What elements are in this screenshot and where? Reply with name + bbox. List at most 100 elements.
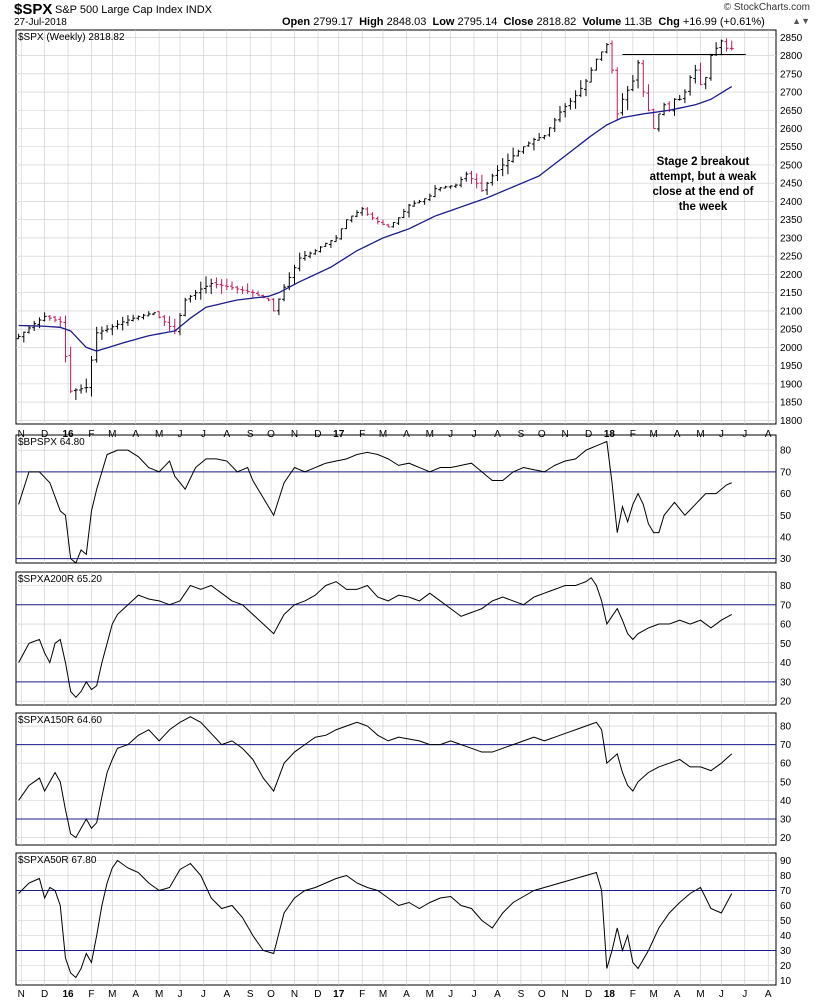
y-tick-label: 40 (780, 796, 792, 807)
y-tick-label: 80 (780, 871, 792, 882)
x-tick-label: M (108, 429, 116, 440)
indicator-line (18, 577, 732, 699)
x-tick-label: O (538, 429, 546, 440)
x-tick-label: F (88, 989, 94, 1000)
y-tick-label: 60 (780, 759, 792, 770)
copyright: © StockCharts.com (723, 2, 810, 13)
x-tick-label: M (379, 989, 387, 1000)
x-tick-label: 16 (62, 989, 74, 1000)
annotation-line: the week (678, 201, 728, 213)
x-tick-label: 17 (333, 989, 345, 1000)
x-tick-label: O (267, 429, 275, 440)
y-tick-label: 30 (780, 946, 792, 957)
y-tick-label: 80 (780, 722, 792, 733)
x-tick-label: J (719, 429, 724, 440)
x-tick-label: O (267, 989, 275, 1000)
y-tick-label: 20 (780, 697, 792, 708)
chg-value: +16.99 (+0.61%) (682, 16, 765, 28)
x-tick-label: M (426, 989, 434, 1000)
x-tick-label: N (562, 429, 569, 440)
x-tick-label: D (585, 429, 592, 440)
x-tick-label: J (201, 429, 206, 440)
open-value: 2799.17 (313, 16, 353, 28)
panel-frame (15, 712, 777, 846)
move-up-icon[interactable]: ▲ (792, 16, 802, 26)
y-tick-label: 30 (780, 814, 792, 825)
y-tick-label: 2700 (780, 88, 803, 99)
x-tick-label: A (674, 429, 681, 440)
x-tick-label: N (291, 429, 298, 440)
x-tick-label: A (765, 429, 772, 440)
x-tick-label: M (696, 989, 704, 1000)
close-label: Close (503, 16, 534, 28)
x-tick-label: 16 (62, 429, 74, 440)
x-tick-label: M (108, 989, 116, 1000)
x-tick-label: D (314, 429, 321, 440)
x-tick-label: M (379, 429, 387, 440)
open-label: Open (282, 16, 311, 28)
y-tick-label: 1850 (780, 398, 803, 409)
x-tick-label: J (472, 989, 477, 1000)
panel-title: $BPSPX 64.80 (18, 437, 85, 448)
x-tick-label: J (719, 989, 724, 1000)
x-tick-label: D (41, 989, 48, 1000)
x-tick-label: F (630, 989, 636, 1000)
y-tick-label: 2300 (780, 233, 803, 244)
high-label: High (359, 16, 384, 28)
x-tick-label: A (674, 989, 681, 1000)
move-down-icon[interactable]: ▼ (801, 16, 810, 26)
y-tick-label: 2550 (780, 142, 803, 153)
y-tick-label: 80 (780, 581, 792, 592)
y-tick-label: 2100 (780, 306, 803, 317)
volume-label: Volume (582, 16, 622, 28)
x-tick-label: J (177, 429, 182, 440)
y-tick-label: 2450 (780, 179, 803, 190)
x-tick-label: J (201, 989, 206, 1000)
x-tick-label: A (494, 989, 501, 1000)
x-tick-label: 17 (333, 429, 345, 440)
ticker-symbol: $SPX (14, 1, 53, 18)
x-tick-label: M (155, 989, 163, 1000)
x-tick-label: F (359, 429, 365, 440)
x-tick-label: A (132, 429, 139, 440)
y-tick-label: 1800 (780, 416, 803, 427)
panel-frame (15, 434, 777, 564)
annotation-line: attempt, but a weak (649, 171, 757, 183)
exchange: INDX (185, 4, 212, 16)
chart-header: $SPX S&P 500 Large Cap Index INDX 27-Jul… (0, 0, 820, 30)
x-tick-label: N (18, 429, 25, 440)
y-tick-label: 70 (780, 600, 792, 611)
x-tick-label: D (41, 429, 48, 440)
y-tick-label: 2600 (780, 124, 803, 135)
x-tick-label: A (765, 989, 772, 1000)
y-tick-label: 2500 (780, 160, 803, 171)
x-tick-label: A (494, 429, 501, 440)
x-tick-label: A (403, 429, 410, 440)
high-value: 2848.03 (386, 16, 427, 28)
y-tick-label: 60 (780, 901, 792, 912)
y-tick-label: 70 (780, 740, 792, 751)
x-tick-label: M (155, 429, 163, 440)
y-tick-label: 90 (780, 856, 792, 867)
indicator-line (18, 859, 733, 979)
y-tick-label: 50 (780, 639, 792, 650)
x-tick-label: F (88, 429, 94, 440)
panel-frame (15, 852, 777, 986)
x-tick-label: J (742, 989, 747, 1000)
panel-title: $SPXA50R 67.80 (18, 855, 97, 866)
x-tick-label: J (177, 989, 182, 1000)
x-tick-label: M (649, 989, 657, 1000)
panel-controls[interactable]: ▲▼ (792, 16, 810, 26)
y-tick-label: 40 (780, 931, 792, 942)
y-tick-label: 2850 (780, 33, 803, 44)
x-tick-label: D (314, 989, 321, 1000)
y-tick-label: 70 (780, 467, 792, 478)
y-tick-label: 60 (780, 620, 792, 631)
x-tick-label: J (472, 429, 477, 440)
y-tick-label: 2250 (780, 252, 803, 263)
x-tick-label: J (742, 429, 747, 440)
low-label: Low (432, 16, 455, 28)
x-tick-label: S (518, 989, 525, 1000)
panel-title: $SPXA200R 65.20 (18, 574, 102, 585)
x-tick-label: J (448, 989, 453, 1000)
